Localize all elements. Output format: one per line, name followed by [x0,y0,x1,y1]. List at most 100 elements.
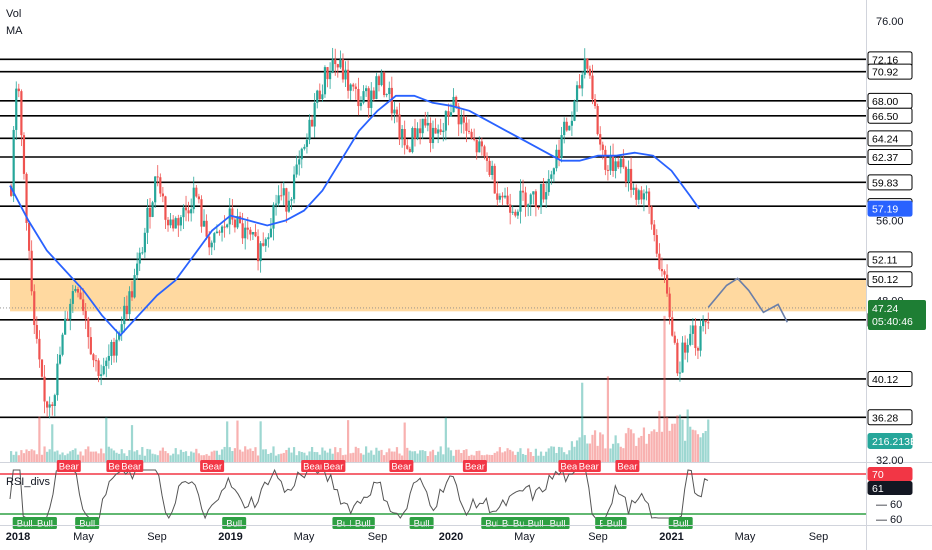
candle-body [416,128,419,139]
candle-body [202,220,206,227]
candle-body [213,233,216,243]
volume-bar [660,431,664,462]
candle-body [614,161,617,171]
volume-bar [583,435,586,462]
volume-bar [33,450,36,462]
candle-body [328,71,332,80]
volume-bar [313,451,316,462]
volume-bar [87,446,90,462]
candle-body [100,374,103,376]
candle-body [673,335,676,343]
volume-bar [20,450,23,462]
candle-body [164,196,167,220]
volume-bar [346,420,350,462]
candle-body [205,220,208,237]
volume-bar [120,449,123,462]
candle-body [308,119,311,140]
volume-bar [388,448,391,462]
candle-body [519,190,522,212]
volume-bar [462,450,465,462]
candle-body [267,237,270,240]
level-price-tag: 72.16 [872,54,898,66]
candle-body [174,218,177,229]
bear-signal-badge [301,460,326,472]
candle-body [640,190,643,200]
candle-body [123,305,126,325]
volume-bar [686,409,689,462]
volume-bar [403,422,406,462]
volume-bar [421,450,424,462]
bear-signal-label: Bear [121,462,141,473]
volume-bar [390,451,393,462]
volume-bar [516,451,519,462]
y-tick-label: 76.00 [876,16,904,28]
bull-signal-label: Bull [37,519,53,530]
volume-bar [552,446,555,462]
candle-body [94,360,98,362]
x-tick-label: May [294,531,315,543]
candle-body [488,160,491,175]
volume-bar [501,452,504,462]
bear-signal-badge [389,460,414,472]
candle-body [305,139,309,147]
candle-body [179,217,182,226]
candle-body [660,269,664,272]
candle-body [25,173,28,223]
volume-bar [473,455,476,462]
candle-body [599,134,602,145]
candle-body [529,194,532,205]
volume-bar [704,430,707,462]
candle-body [226,224,229,228]
volume-bar [398,453,401,462]
bear-signal-badge [119,460,144,472]
volume-bar [370,450,373,462]
candle-body [318,90,321,100]
volume-bar [521,453,525,462]
volume-bar [676,415,679,462]
candle-body [691,325,694,334]
candle-body [107,355,110,361]
candle-body [321,94,324,100]
volume-bar [328,448,332,462]
volume-bar [166,453,170,462]
volume-bar [159,450,162,462]
volume-bar [573,446,576,462]
volume-bar [591,434,594,462]
volume-bar [529,452,532,462]
volume-bar [647,433,651,462]
bull-signal-label: Bull [355,519,371,530]
volume-bar [136,450,139,462]
volume-bar [395,447,399,462]
volume-bar [465,449,468,462]
candle-body [110,341,113,356]
candle-body [246,227,249,230]
last-price-tag: 47.24 [872,303,898,315]
volume-bar [35,454,38,462]
candle-body [511,211,514,213]
volume-bar [460,453,463,462]
candle-body [89,337,92,355]
candle-body [521,190,525,193]
volume-bar [419,450,422,462]
candle-body [593,99,597,107]
volume-bar [537,455,540,462]
candle-body [503,195,507,198]
volume-bar [25,449,28,462]
candle-body [298,159,301,165]
volume-bar [133,451,136,462]
bear-signal-label: Bear [579,462,599,473]
volume-label: Vol [6,8,22,20]
candle-body [159,177,162,194]
candle-body [118,332,121,340]
volume-bar [467,455,471,462]
candle-body [105,360,108,367]
volume-bar [118,453,121,462]
bull-signal-label: Bull [79,519,95,530]
candle-body [197,196,200,200]
candle-body [316,90,319,103]
candle-body [190,209,193,214]
volume-bar [208,455,211,462]
level-price-tag: 59.83 [872,177,898,189]
level-price-tag: 68.00 [872,96,898,108]
